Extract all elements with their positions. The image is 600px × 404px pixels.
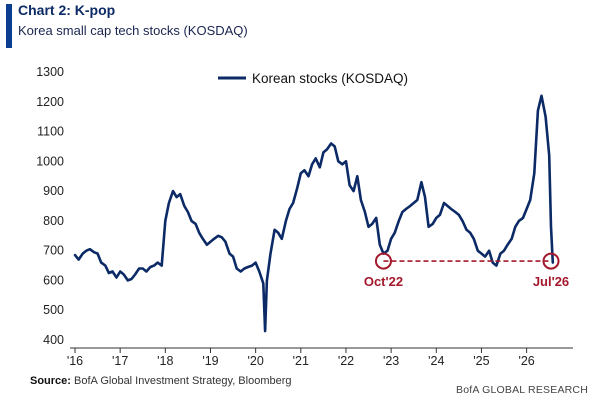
y-tick-label: 900 [43,184,64,198]
x-tick-label: '20 [247,354,263,368]
y-tick-label: 1000 [36,154,64,168]
x-tick-label: '25 [473,354,489,368]
y-tick-label: 400 [43,333,64,347]
y-tick-label: 800 [43,214,64,228]
marks-group [73,94,555,333]
axes-group: 400 500 600 700 800 900 1000 1100 1200 1300 '16 '17… [36,65,573,368]
annotation-label-oct22: Oct'22 [364,274,403,289]
annotation-circle-oct22 [374,252,392,270]
chart-title: Chart 2: K-pop [18,2,116,18]
x-tick-label: '16 [67,354,83,368]
y-tick-label: 1100 [37,125,64,139]
title-accent-bar [6,4,12,48]
x-tick-label: '23 [383,354,399,368]
chart-subtitle: Korea small cap tech stocks (KOSDAQ) [18,23,248,38]
kosdaq-series-line [73,94,555,333]
legend-group: Korean stocks (KOSDAQ) [218,71,408,86]
source-label: Source: [30,375,71,387]
y-tick-label: 1200 [36,95,64,109]
source-text: BofA Global Investment Strategy, Bloombe… [74,375,292,387]
annotation-circle-jul26 [542,252,560,270]
x-tick-label: '21 [293,354,309,368]
brand-label: BofA GLOBAL RESEARCH [456,384,588,396]
y-tick-label: 600 [43,273,64,287]
x-tick-label: '24 [428,354,444,368]
y-tick-label: 500 [43,303,64,317]
source-note: Source: BofA Global Investment Strategy,… [30,375,292,387]
x-tick-label: '19 [202,354,218,368]
legend-label: Korean stocks (KOSDAQ) [252,71,408,86]
x-tick-label: '22 [338,354,354,368]
annotation-label-jul26: Jul'26 [533,274,569,289]
y-tick-label: 1300 [36,65,64,79]
y-tick-label: 700 [43,244,64,258]
x-tick-label: '26 [518,354,534,368]
x-tick-label: '18 [157,354,173,368]
annotations-group: Oct'22 Jul'26 [364,252,569,289]
x-tick-label: '17 [112,354,128,368]
